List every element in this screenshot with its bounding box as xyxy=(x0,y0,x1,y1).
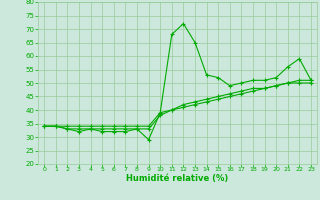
X-axis label: Humidité relative (%): Humidité relative (%) xyxy=(126,174,229,183)
